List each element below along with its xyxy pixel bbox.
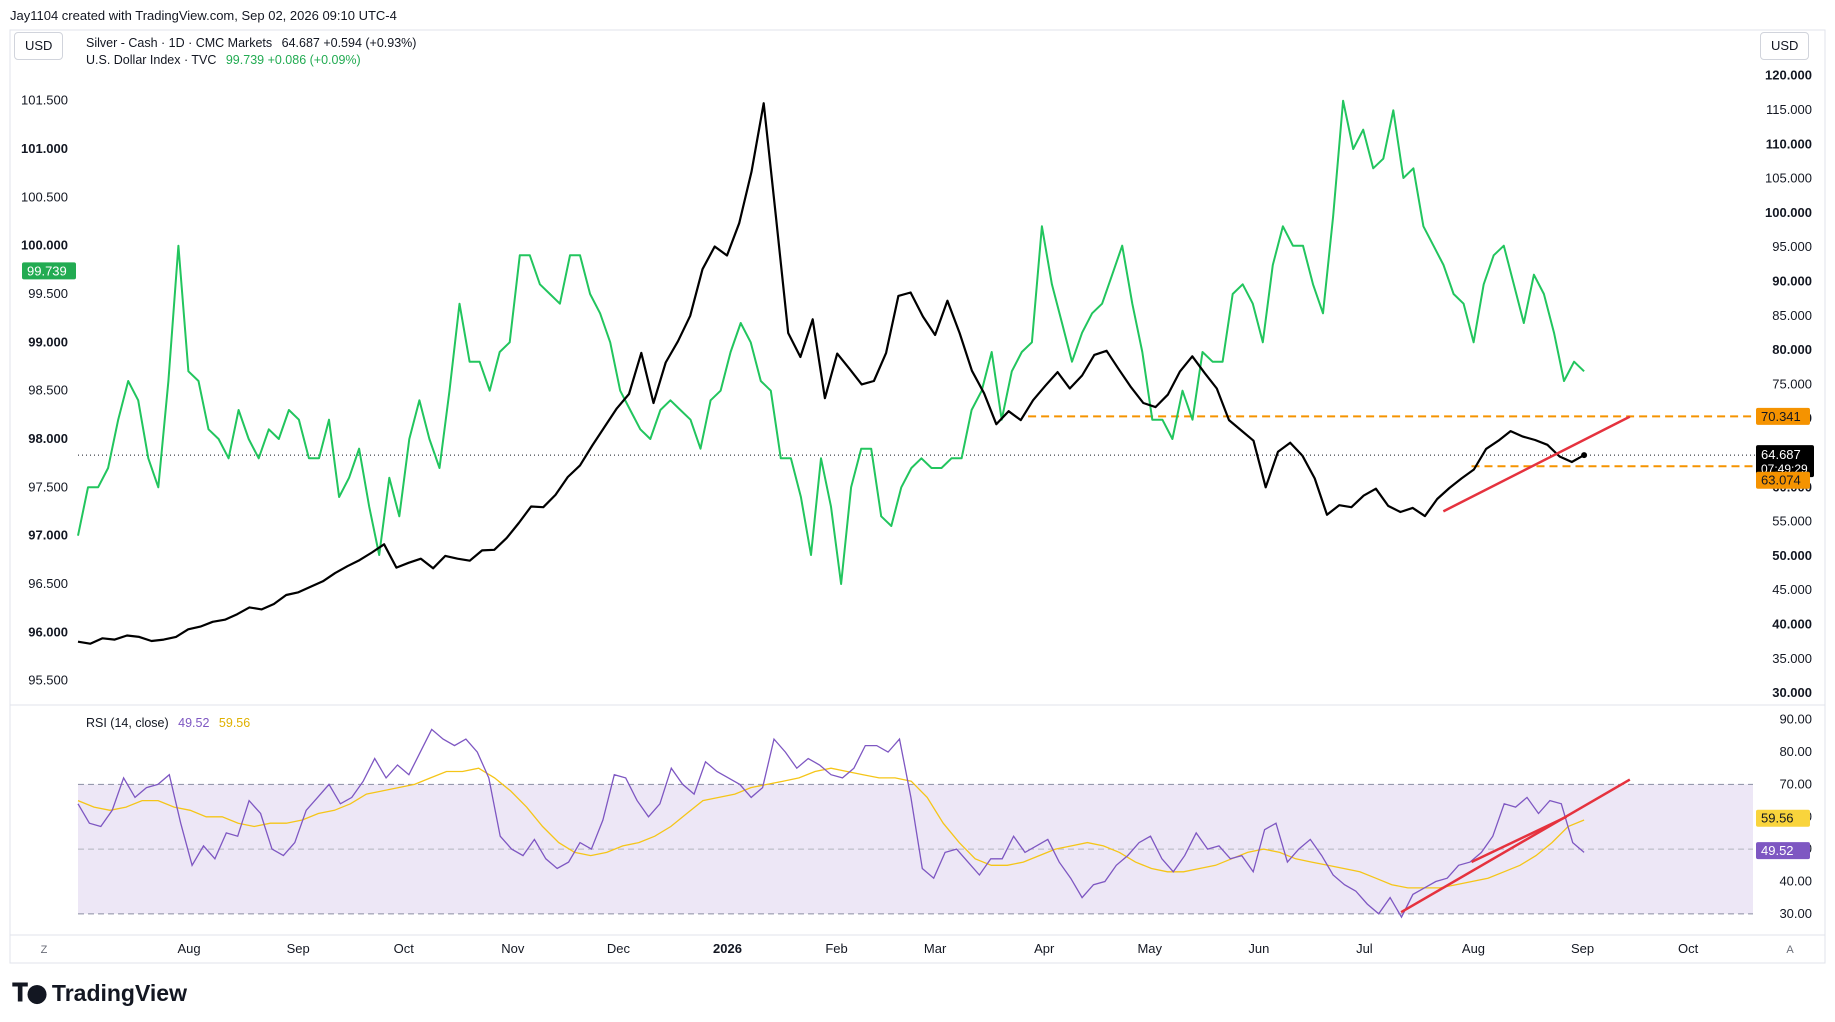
dxy-legend-values: 99.739 +0.086 (+0.09%): [225, 53, 361, 67]
price-pane: [77, 99, 1755, 645]
right-axis-tick: 85.000: [1772, 308, 1812, 323]
silver-line: [77, 102, 1585, 645]
time-axis-tick: Oct: [1678, 941, 1699, 956]
dxy-price-badge-bg: [22, 262, 76, 280]
time-axis-tick: Jun: [1248, 941, 1269, 956]
silver-trendline: [1442, 415, 1631, 513]
right-currency-button[interactable]: USD: [1760, 32, 1810, 60]
left-axis-tick: 101.500: [21, 93, 68, 108]
time-axis-tick: Sep: [1571, 941, 1594, 956]
tradingview-logo-icon: 𝐓●: [12, 978, 48, 1007]
rsi-axis-tick: 40.00: [1779, 873, 1812, 888]
support-level-badge: 63.074: [1756, 471, 1810, 489]
rsi-ma-line: [77, 767, 1585, 889]
rsi-ma-badge: 59.56: [1756, 809, 1810, 827]
tradingview-logo[interactable]: 𝐓● TradingView: [12, 978, 187, 1008]
dxy-line: [77, 99, 1585, 585]
rsi-axis-tick: 80.00: [1779, 744, 1812, 759]
right-axis-tick: 45.000: [1772, 582, 1812, 597]
left-axis-tick: 100.000: [21, 238, 68, 253]
right-axis-tick: 35.000: [1772, 651, 1812, 666]
dxy-legend: U.S. Dollar Index · TVC 99.739 +0.086 (+…: [86, 53, 361, 67]
left-axis-tick: 95.500: [28, 673, 68, 688]
right-axis-tick: 120.000: [1765, 68, 1812, 83]
left-axis-tick: 97.500: [28, 479, 68, 494]
right-axis-tick: 100.000: [1765, 205, 1812, 220]
dxy-price-badge-text: 99.739: [27, 263, 67, 278]
rsi-line: [77, 728, 1585, 919]
right-axis-tick: 50.000: [1772, 548, 1812, 563]
rsi-trendline-2: [1470, 815, 1568, 864]
axes: 101.500 101.000 100.500 100.000 99.500 99.000…: [21, 68, 1812, 956]
rsi-legend: RSI (14, close) 49.52 59.56: [86, 716, 250, 730]
right-axis-tick: 55.000: [1772, 514, 1812, 529]
time-axis-tick: Aug: [178, 941, 201, 956]
time-axis-tick: Jul: [1356, 941, 1373, 956]
rsi-ma-badge-bg: [1756, 809, 1810, 827]
rsi-badge-bg: [1756, 842, 1810, 860]
rsi-badge-text: 49.52: [1761, 843, 1794, 858]
rsi-badge: 49.52: [1756, 842, 1810, 860]
left-axis-tick: 100.500: [21, 189, 68, 204]
zoom-corner-button[interactable]: Z: [41, 944, 48, 956]
time-axis-tick: 2026: [713, 941, 742, 956]
price-badges: 99.73970.34164.68707:49:2963.07459.5649.…: [22, 262, 1814, 860]
left-axis-tick: 98.000: [28, 431, 68, 446]
silver-price-badge-bg: [1756, 445, 1814, 478]
right-axis-tick: 110.000: [1766, 136, 1812, 151]
resistance-level-badge-text: 70.341: [1761, 409, 1801, 424]
time-axis-tick: Apr: [1034, 941, 1055, 956]
left-axis-tick: 98.500: [28, 383, 68, 398]
dxy-legend-label: U.S. Dollar Index · TVC: [86, 53, 217, 67]
resistance-level-badge-bg: [1756, 407, 1810, 425]
time-axis-tick: Mar: [924, 941, 947, 956]
resistance-level-badge: 70.341: [1756, 407, 1810, 425]
time-axis-tick: Sep: [287, 941, 310, 956]
time-axis-tick: Nov: [501, 941, 525, 956]
silver-price-text: 64.687: [1761, 447, 1801, 462]
left-axis-tick: 96.500: [28, 576, 68, 591]
time-axis-tick: Aug: [1462, 941, 1485, 956]
chart-attribution: Jay1104 created with TradingView.com, Se…: [10, 8, 397, 23]
time-axis-tick: Oct: [394, 941, 415, 956]
silver-last-point: [1581, 452, 1588, 459]
time-axis-tick: Feb: [825, 941, 847, 956]
right-axis-tick: 30.000: [1772, 685, 1812, 700]
chart-frame: [9, 29, 1826, 964]
support-level-badge-bg: [1756, 471, 1810, 489]
support-level-badge-text: 63.074: [1761, 473, 1801, 488]
left-axis-tick: 97.000: [28, 528, 68, 543]
right-axis-tick: 75.000: [1772, 376, 1812, 391]
left-currency-button[interactable]: USD: [14, 32, 64, 60]
right-axis-tick: 95.000: [1772, 239, 1812, 254]
silver-legend: Silver - Cash · 1D · CMC Markets 64.687 …: [86, 36, 416, 50]
dxy-price-badge: 99.739: [22, 262, 76, 280]
rsi-pane: [77, 728, 1631, 919]
right-axis-tick: 40.000: [1772, 617, 1812, 632]
left-axis-tick: 99.500: [28, 286, 68, 301]
rsi-axis-tick: 70.00: [1779, 776, 1812, 791]
auto-scale-button[interactable]: A: [1786, 944, 1794, 956]
right-axis-tick: 90.000: [1772, 274, 1812, 289]
left-axis-tick: 99.000: [28, 334, 68, 349]
time-axis-tick: May: [1137, 941, 1162, 956]
right-axis-tick: 80.000: [1772, 342, 1812, 357]
right-axis-tick: 105.000: [1765, 171, 1812, 186]
silver-legend-label: Silver - Cash · 1D · CMC Markets: [86, 36, 273, 50]
right-axis-tick: 115.000: [1766, 102, 1812, 117]
time-axis-tick: Dec: [607, 941, 631, 956]
rsi-trendline-1: [1400, 778, 1631, 914]
silver-legend-values: 64.687 +0.594 (+0.93%): [281, 36, 417, 50]
left-axis-tick: 96.000: [28, 624, 68, 639]
rsi-ma-badge-text: 59.56: [1761, 811, 1794, 826]
rsi-axis-tick: 90.00: [1779, 712, 1812, 727]
left-axis-tick: 101.000: [21, 141, 68, 156]
rsi-axis-tick: 30.00: [1779, 906, 1812, 921]
tradingview-logo-text: TradingView: [51, 979, 187, 1006]
